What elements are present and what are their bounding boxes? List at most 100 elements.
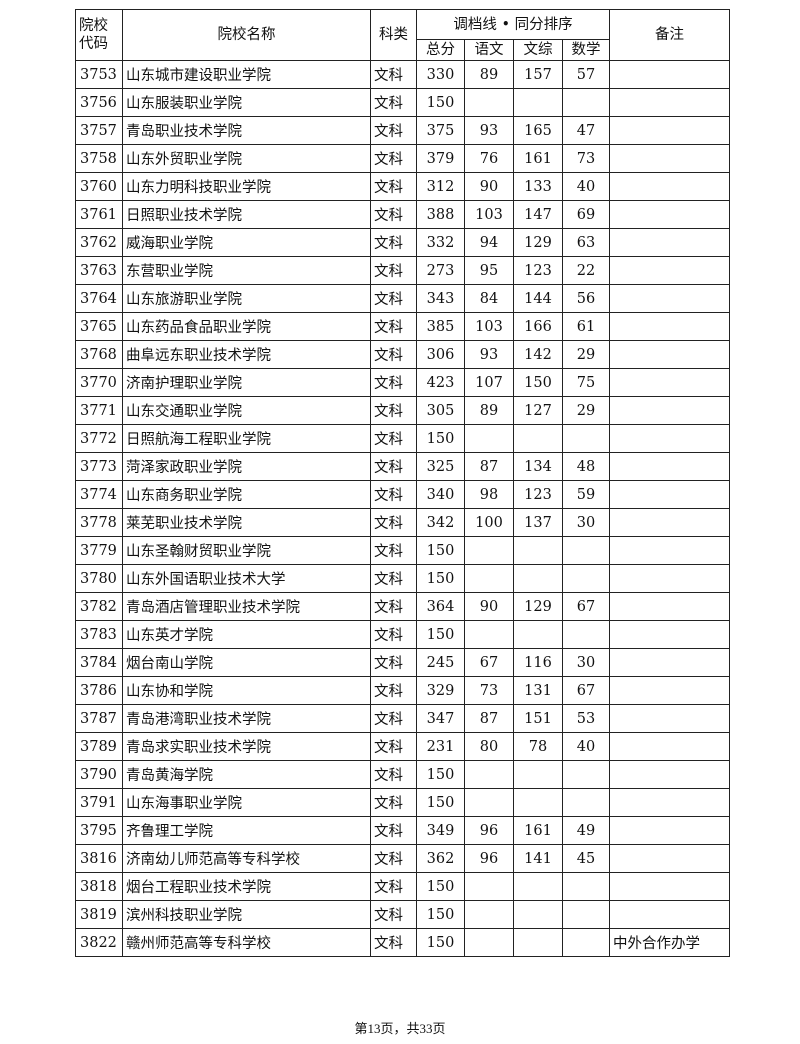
cell-total: 349 (416, 816, 465, 845)
table-row: 3760 山东力明科技职业学院 文科 312 90 133 40 (75, 172, 731, 201)
cell-math: 47 (561, 116, 611, 145)
cell-name: 山东商务职业学院 (122, 480, 371, 509)
cell-liberal: 123 (513, 480, 563, 509)
table-row: 3779 山东圣翰财贸职业学院 文科 150 (75, 536, 731, 565)
table-row: 3774 山东商务职业学院 文科 340 98 123 59 (75, 480, 731, 509)
cell-note (609, 564, 731, 593)
table-row: 3822 赣州师范高等专科学校 文科 150 中外合作办学 (75, 928, 731, 957)
admission-score-table: 院校代码 院校名称 科类 调档线 • 同分排序 备注 总分 语文 文综 数学 3… (75, 9, 731, 957)
cell-name: 山东力明科技职业学院 (122, 172, 371, 201)
cell-total: 340 (416, 480, 465, 509)
cell-note (609, 620, 731, 649)
cell-math: 67 (561, 676, 611, 705)
cell-liberal (513, 424, 563, 453)
header-chinese: 语文 (464, 39, 514, 61)
cell-math (561, 900, 611, 929)
cell-liberal (513, 536, 563, 565)
cell-type: 文科 (370, 732, 417, 761)
cell-type: 文科 (370, 648, 417, 677)
cell-total: 150 (416, 900, 465, 929)
cell-note (609, 816, 731, 845)
table-row: 3818 烟台工程职业技术学院 文科 150 (75, 872, 731, 901)
header-math: 数学 (561, 39, 611, 61)
cell-name: 济南护理职业学院 (122, 368, 371, 397)
cell-math: 59 (561, 480, 611, 509)
table-row: 3773 菏泽家政职业学院 文科 325 87 134 48 (75, 452, 731, 481)
cell-note (609, 704, 731, 733)
cell-code: 3780 (75, 564, 123, 593)
cell-total: 305 (416, 396, 465, 425)
cell-type: 文科 (370, 480, 417, 509)
cell-total: 150 (416, 564, 465, 593)
table-row: 3762 威海职业学院 文科 332 94 129 63 (75, 228, 731, 257)
cell-total: 150 (416, 928, 465, 957)
cell-code: 3791 (75, 788, 123, 817)
cell-code: 3787 (75, 704, 123, 733)
cell-name: 青岛港湾职业技术学院 (122, 704, 371, 733)
cell-code: 3761 (75, 200, 123, 229)
cell-chinese: 87 (464, 704, 514, 733)
cell-code: 3756 (75, 88, 123, 117)
cell-note (609, 844, 731, 873)
cell-chinese (464, 424, 514, 453)
cell-name: 莱芜职业技术学院 (122, 508, 371, 537)
cell-liberal (513, 788, 563, 817)
cell-name: 烟台南山学院 (122, 648, 371, 677)
cell-type: 文科 (370, 844, 417, 873)
cell-liberal (513, 872, 563, 901)
cell-type: 文科 (370, 508, 417, 537)
cell-name: 山东协和学院 (122, 676, 371, 705)
cell-name: 滨州科技职业学院 (122, 900, 371, 929)
table-row: 3795 齐鲁理工学院 文科 349 96 161 49 (75, 816, 731, 845)
cell-code: 3763 (75, 256, 123, 285)
cell-total: 385 (416, 312, 465, 341)
cell-math (561, 928, 611, 957)
cell-chinese: 100 (464, 508, 514, 537)
cell-chinese (464, 88, 514, 117)
cell-liberal: 123 (513, 256, 563, 285)
cell-math (561, 536, 611, 565)
cell-chinese: 80 (464, 732, 514, 761)
cell-chinese: 76 (464, 144, 514, 173)
cell-math: 67 (561, 592, 611, 621)
header-liberal: 文综 (513, 39, 563, 61)
cell-type: 文科 (370, 536, 417, 565)
cell-math (561, 424, 611, 453)
cell-name: 山东海事职业学院 (122, 788, 371, 817)
cell-note (609, 368, 731, 397)
cell-liberal: 137 (513, 508, 563, 537)
cell-total: 273 (416, 256, 465, 285)
cell-note (609, 200, 731, 229)
cell-note (609, 648, 731, 677)
cell-liberal (513, 564, 563, 593)
cell-total: 150 (416, 872, 465, 901)
table-row: 3770 济南护理职业学院 文科 423 107 150 75 (75, 368, 731, 397)
cell-note (609, 284, 731, 313)
cell-note (609, 760, 731, 789)
cell-code: 3783 (75, 620, 123, 649)
table-row: 3772 日照航海工程职业学院 文科 150 (75, 424, 731, 453)
header-total: 总分 (416, 39, 465, 61)
cell-math: 63 (561, 228, 611, 257)
table-row: 3783 山东英才学院 文科 150 (75, 620, 731, 649)
cell-chinese (464, 872, 514, 901)
cell-total: 245 (416, 648, 465, 677)
cell-code: 3818 (75, 872, 123, 901)
cell-name: 曲阜远东职业技术学院 (122, 340, 371, 369)
cell-total: 329 (416, 676, 465, 705)
cell-chinese: 73 (464, 676, 514, 705)
cell-math: 30 (561, 508, 611, 537)
cell-liberal: 129 (513, 592, 563, 621)
table-row: 3782 青岛酒店管理职业技术学院 文科 364 90 129 67 (75, 592, 731, 621)
cell-math: 45 (561, 844, 611, 873)
header-name: 院校名称 (122, 9, 371, 61)
cell-name: 青岛黄海学院 (122, 760, 371, 789)
cell-math (561, 620, 611, 649)
cell-note (609, 536, 731, 565)
cell-type: 文科 (370, 312, 417, 341)
cell-code: 3765 (75, 312, 123, 341)
cell-chinese (464, 564, 514, 593)
cell-chinese: 96 (464, 816, 514, 845)
cell-liberal: 142 (513, 340, 563, 369)
cell-total: 332 (416, 228, 465, 257)
